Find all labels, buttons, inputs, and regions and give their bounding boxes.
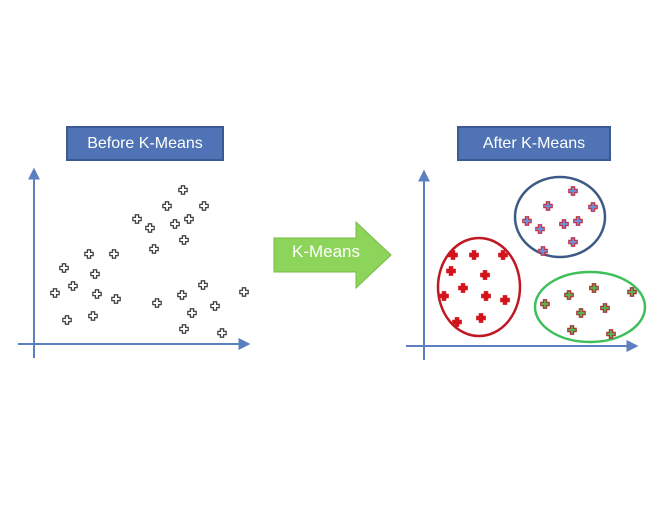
before-point [152,298,162,308]
cluster-green-ellipse [533,270,647,344]
cluster-blue-ellipse [513,175,607,259]
cluster-green-point [540,299,550,309]
cluster-blue-point [538,246,548,256]
cluster-green-point [589,283,599,293]
cluster-blue-point [543,201,553,211]
before-point [177,290,187,300]
before-point [162,201,172,211]
before-point [68,281,78,291]
before-point [198,280,208,290]
cluster-green-point [576,308,586,318]
before-point [199,201,209,211]
before-title: Before K-Means [66,126,224,161]
cluster-red-point [439,291,449,301]
arrow-label: K-Means [291,242,361,261]
cluster-blue-point [568,237,578,247]
cluster-blue-point [573,216,583,226]
before-point [50,288,60,298]
before-point [179,324,189,334]
before-point [145,223,155,233]
before-point [90,269,100,279]
before-point [132,214,142,224]
before-point [88,311,98,321]
cluster-red-point [498,250,508,260]
before-point [59,263,69,273]
cluster-green-point [600,303,610,313]
before-point [210,301,220,311]
before-point [184,214,194,224]
cluster-red-point [476,313,486,323]
before-point [84,249,94,259]
cluster-red-point [446,266,456,276]
cluster-red-point [481,291,491,301]
cluster-red-point [500,295,510,305]
after-title: After K-Means [457,126,611,161]
cluster-green-point [627,287,637,297]
cluster-red-point [480,270,490,280]
before-point [109,249,119,259]
cluster-blue-point [522,216,532,226]
before-point [178,185,188,195]
cluster-red-point [458,283,468,293]
cluster-green-point [564,290,574,300]
cluster-red-point [452,317,462,327]
cluster-green-point [606,329,616,339]
before-point [62,315,72,325]
cluster-red-point [469,250,479,260]
before-point [111,294,121,304]
cluster-blue-point [559,219,569,229]
before-point [239,287,249,297]
before-point [187,308,197,318]
k-means-arrow [273,220,392,290]
before-point [92,289,102,299]
cluster-blue-point [535,224,545,234]
cluster-red-ellipse [436,236,522,338]
before-point [149,244,159,254]
before-point [179,235,189,245]
cluster-green-point [567,325,577,335]
cluster-blue-point [568,186,578,196]
cluster-red-point [448,250,458,260]
cluster-blue-point [588,202,598,212]
before-point [217,328,227,338]
before-point [170,219,180,229]
